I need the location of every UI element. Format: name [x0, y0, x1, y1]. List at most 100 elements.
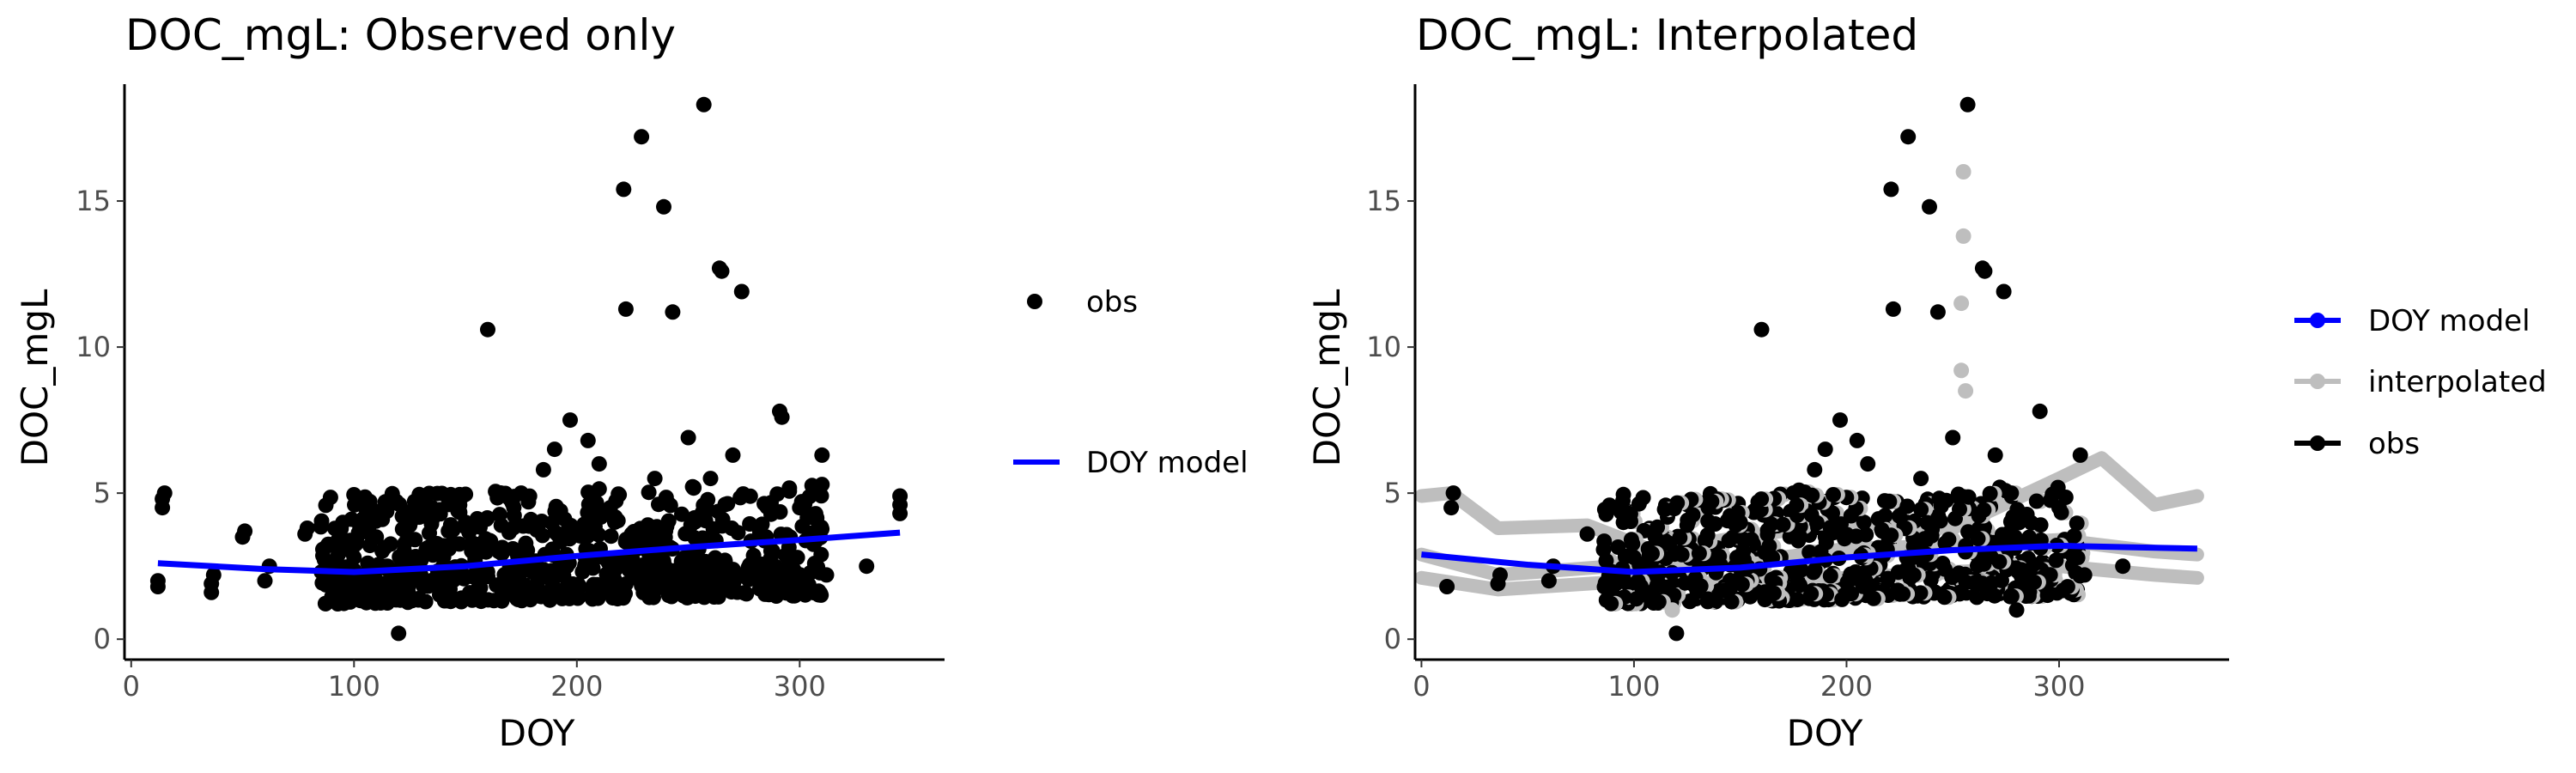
obs-point — [1834, 591, 1850, 607]
obs-point — [478, 511, 495, 527]
obs-point — [733, 283, 750, 300]
obs-point — [1615, 514, 1631, 531]
obs-point — [435, 549, 452, 565]
legend: DOY model interpolated obs — [2294, 304, 2547, 461]
obs-point — [1722, 581, 1738, 597]
obs-point — [1595, 541, 1612, 557]
obs-point — [1883, 181, 1899, 198]
obs-point — [805, 585, 822, 601]
obs-point — [1743, 532, 1759, 548]
obs-point — [2039, 587, 2056, 604]
y-tick-label: 15 — [1366, 185, 1401, 217]
obs-point — [792, 500, 808, 516]
obs-point — [592, 509, 609, 526]
obs-point — [424, 512, 440, 528]
obs-point — [781, 483, 798, 499]
obs-point — [335, 514, 351, 531]
obs-point — [716, 576, 732, 593]
obs-point — [2072, 447, 2088, 463]
obs-point — [1900, 129, 1917, 145]
obs-point — [473, 593, 489, 610]
obs-point — [1735, 544, 1752, 560]
obs-point — [1492, 567, 1508, 583]
obs-point — [1865, 590, 1881, 606]
obs-point — [570, 576, 586, 593]
y-tick-label: 10 — [76, 331, 111, 363]
obs-point — [811, 519, 827, 534]
obs-point — [1650, 593, 1667, 610]
obs-point — [420, 539, 436, 556]
obs-point — [1899, 498, 1916, 514]
obs-point — [491, 544, 507, 560]
obs-point — [355, 497, 372, 514]
obs-point — [486, 593, 502, 609]
obs-point — [1895, 586, 1911, 602]
obs-point — [1753, 321, 1770, 338]
plot-marks — [1414, 96, 2204, 642]
obs-point — [782, 584, 798, 600]
obs-point — [508, 584, 525, 600]
obs-point — [676, 587, 692, 604]
obs-point — [453, 590, 470, 606]
obs-point — [663, 576, 679, 592]
obs-point — [1804, 487, 1820, 503]
obs-point — [818, 567, 835, 583]
x-tick-label: 200 — [550, 670, 603, 703]
obs-point — [156, 485, 173, 502]
obs-point — [452, 486, 468, 502]
obs-point — [1707, 593, 1723, 609]
obs-point — [1883, 527, 1899, 544]
obs-point — [658, 490, 674, 506]
obs-point — [348, 536, 364, 552]
obs-point — [1919, 514, 1935, 531]
obs-point — [424, 500, 440, 516]
legend-label-interpolated: interpolated — [2368, 365, 2547, 399]
obs-point — [368, 529, 385, 545]
obs-point — [2023, 514, 2039, 531]
obs-point — [729, 584, 745, 600]
obs-point — [1803, 507, 1820, 523]
obs-point — [346, 487, 362, 502]
x-tick-label: 100 — [328, 670, 380, 703]
obs-point — [1900, 561, 1917, 577]
obs-point — [714, 263, 730, 279]
obs-point — [2008, 602, 2025, 618]
obs-point — [1635, 490, 1651, 506]
interpolated-point — [1955, 228, 1971, 244]
obs-point — [2048, 552, 2064, 569]
obs-point — [1699, 527, 1716, 543]
obs-point — [1596, 502, 1613, 518]
obs-point — [1691, 545, 1707, 562]
obs-point — [1596, 579, 1613, 595]
obs-point — [602, 500, 618, 516]
obs-point — [1935, 556, 1951, 571]
obs-point — [544, 514, 560, 531]
obs-point — [634, 129, 650, 145]
obs-point — [1858, 526, 1874, 543]
obs-point — [681, 565, 697, 581]
obs-point — [1823, 526, 1839, 542]
obs-point — [1807, 461, 1823, 478]
x-axis-title: DOY — [499, 712, 575, 754]
obs-point — [2044, 486, 2061, 502]
obs-point — [464, 534, 480, 551]
obs-point — [1912, 585, 1929, 601]
obs-point — [1986, 587, 2002, 604]
obs-point — [534, 527, 550, 544]
obs-point — [892, 488, 908, 504]
obs-point — [696, 589, 713, 606]
obs-point — [1881, 493, 1898, 509]
obs-point — [1667, 546, 1683, 563]
obs-point — [713, 557, 729, 574]
obs-point — [1991, 554, 2008, 570]
obs-point — [641, 484, 657, 501]
obs-point — [388, 493, 404, 509]
obs-point — [658, 559, 674, 575]
obs-point — [2055, 582, 2071, 599]
obs-point — [1977, 263, 1993, 279]
obs-point — [1860, 456, 1876, 472]
obs-point — [373, 594, 388, 611]
obs-point — [562, 590, 578, 606]
obs-point — [257, 573, 273, 589]
obs-point — [535, 461, 551, 478]
